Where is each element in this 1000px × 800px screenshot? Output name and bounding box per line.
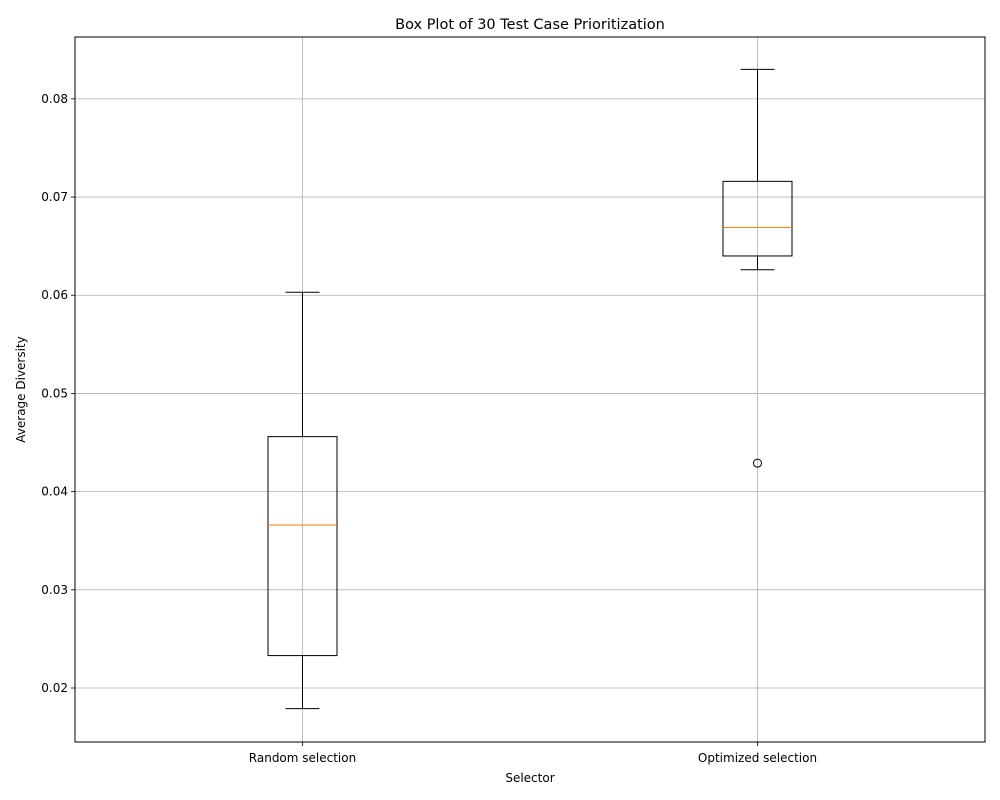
y-tick-label: 0.04 <box>41 485 68 499</box>
y-axis-label: Average Diversity <box>14 336 28 442</box>
y-tick-label: 0.06 <box>41 288 68 302</box>
x-axis-label: Selector <box>505 771 554 785</box>
y-tick-label: 0.07 <box>41 190 68 204</box>
x-tick-label: Random selection <box>249 751 356 765</box>
box-optimized-selection <box>722 68 793 468</box>
plot-area-frame <box>74 36 986 743</box>
y-tick-label: 0.03 <box>41 583 68 597</box>
outlier-point <box>753 458 762 468</box>
box-random-selection <box>267 291 338 710</box>
y-tick-label: 0.08 <box>41 92 68 106</box>
y-tick-label: 0.02 <box>41 681 68 695</box>
grid-lines <box>75 37 985 742</box>
box-series <box>267 68 793 710</box>
interquartile-box <box>722 180 793 257</box>
y-tick-label: 0.05 <box>41 386 68 400</box>
axis-ticks: 0.02 0.03 0.04 0.05 0.06 0.07 0.08 Random selec… <box>41 92 817 765</box>
x-tick-label: Optimized selection <box>698 751 817 765</box>
interquartile-box <box>267 436 338 657</box>
chart-title: Box Plot of 30 Test Case Prioritization <box>395 17 665 33</box>
